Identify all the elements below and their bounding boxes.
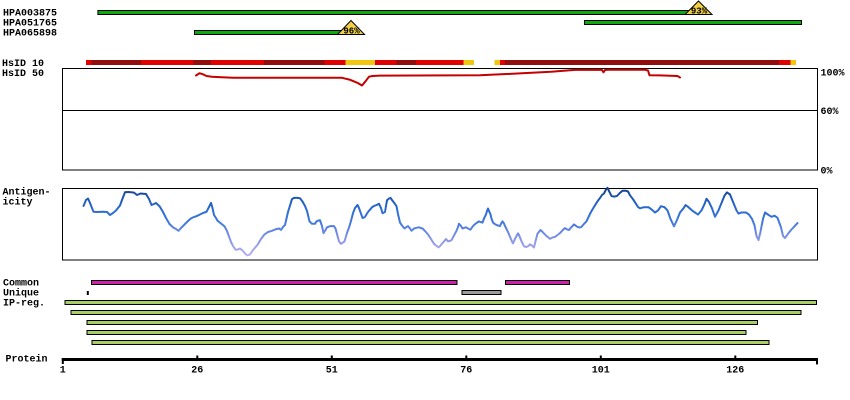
svg-text:1: 1: [60, 366, 66, 377]
svg-text:76: 76: [460, 366, 472, 377]
svg-text:0%: 0%: [821, 167, 833, 178]
svg-text:Antigen-: Antigen-: [3, 187, 51, 199]
svg-text:26: 26: [191, 366, 203, 377]
svg-text:icity: icity: [3, 197, 33, 209]
svg-text:HPA065898: HPA065898: [3, 29, 57, 40]
svg-text:Unique: Unique: [3, 288, 39, 300]
svg-text:96%: 96%: [343, 27, 360, 37]
svg-text:IP-reg.: IP-reg.: [3, 299, 45, 310]
svg-text:101: 101: [592, 366, 610, 377]
svg-text:HPA003875: HPA003875: [3, 9, 57, 20]
svg-text:93%: 93%: [691, 7, 708, 17]
svg-text:126: 126: [726, 366, 744, 377]
svg-text:HsID 50: HsID 50: [2, 69, 44, 80]
svg-text:60%: 60%: [821, 107, 839, 118]
svg-text:100%: 100%: [821, 69, 845, 80]
svg-text:HPA051765: HPA051765: [3, 19, 57, 30]
svg-text:HsID 10: HsID 10: [2, 59, 44, 70]
svg-text:Protein: Protein: [6, 354, 48, 366]
svg-text:51: 51: [326, 366, 338, 377]
svg-text:Common: Common: [3, 279, 39, 290]
